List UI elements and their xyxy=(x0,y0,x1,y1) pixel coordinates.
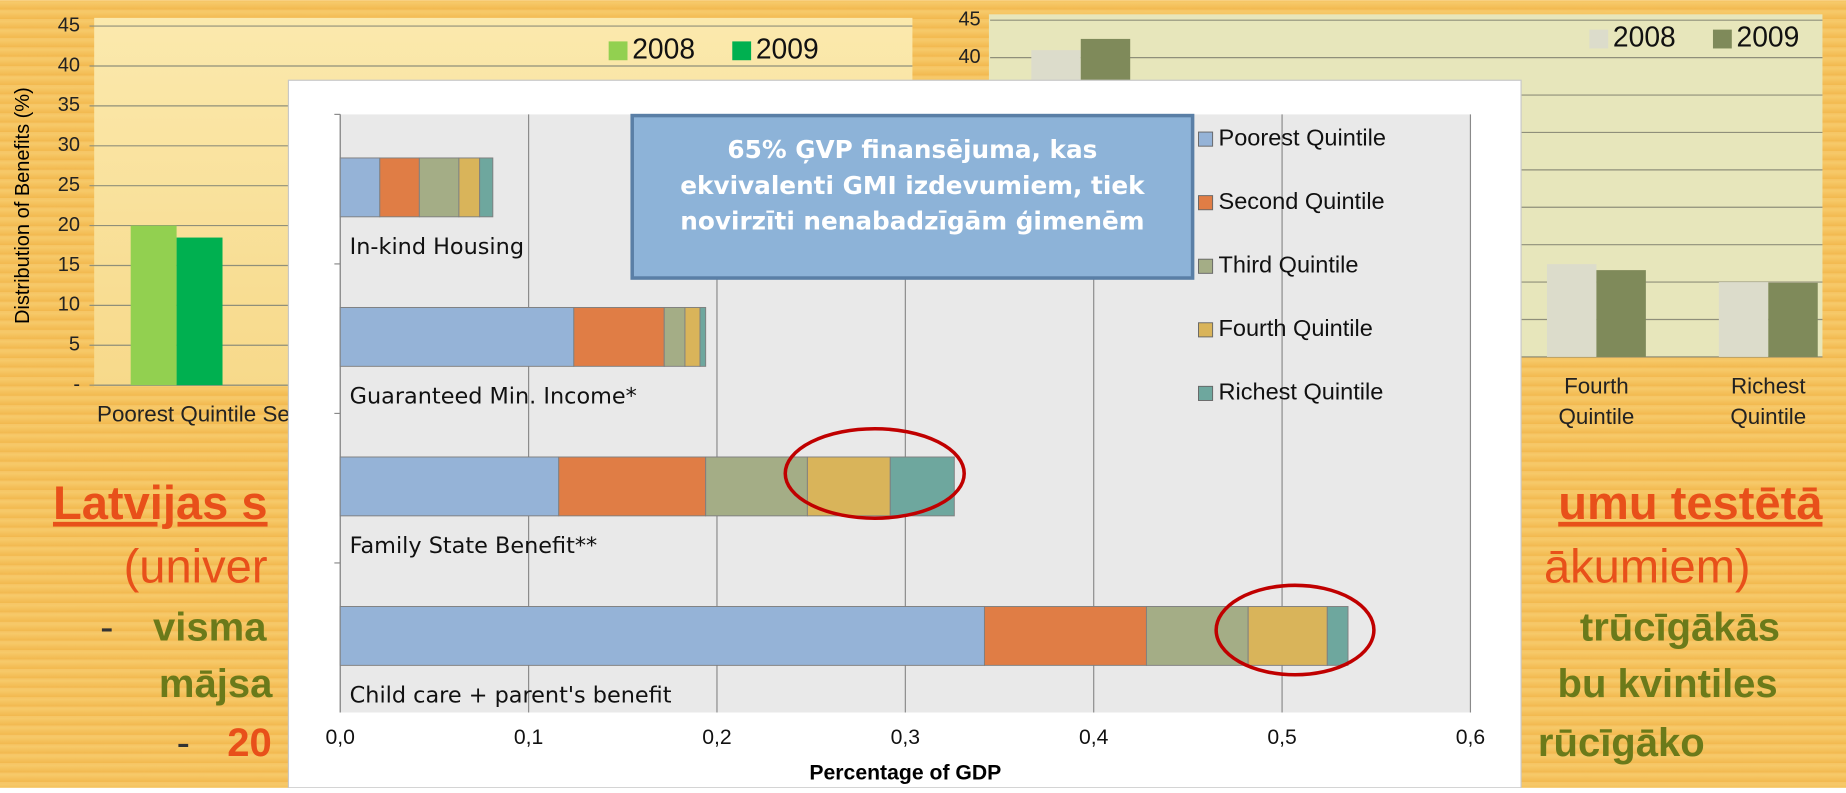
bar-segment xyxy=(889,456,955,517)
bar xyxy=(1596,270,1646,357)
slide-text: umu testētā xyxy=(1558,476,1823,529)
bar-segment xyxy=(663,306,686,367)
slide-text: trūcīgākās xyxy=(1580,606,1780,650)
bar-segment xyxy=(479,157,494,218)
legend-swatch xyxy=(1198,322,1214,338)
legend-label: 2008 xyxy=(632,32,695,64)
category-label: Family State Benefit** xyxy=(350,533,598,559)
y-tick-label: 25 xyxy=(58,174,80,196)
y-tick-label: 30 xyxy=(58,134,80,156)
x-tick-label: Fourth Quintile xyxy=(1559,373,1635,429)
bar-segment xyxy=(339,456,560,517)
bar xyxy=(1768,282,1818,357)
legend-label: Third Quintile xyxy=(1219,251,1359,277)
legend-label: Fourth Quintile xyxy=(1219,315,1373,341)
x-tick-label: 0,5 xyxy=(1267,726,1296,749)
legend-swatch xyxy=(1198,258,1214,274)
y-axis-label: Distribution of Benefits (%) xyxy=(12,87,34,324)
annotation-text: ekvivalenti GMI izdevumiem, tiek xyxy=(680,171,1145,200)
legend-swatch xyxy=(1198,131,1214,147)
bar xyxy=(1718,282,1769,357)
category-label: Child care + parent's benefit xyxy=(350,682,672,708)
annotation-text: novirzīti nenabadzīgām ģimenēm xyxy=(680,207,1144,236)
x-tick-label: 0,3 xyxy=(891,726,920,749)
y-tick-label: - xyxy=(73,373,80,395)
bar xyxy=(130,225,177,386)
bar-segment xyxy=(699,306,707,367)
x-axis-label: Percentage of GDP xyxy=(809,761,1001,784)
legend-label: 2009 xyxy=(756,32,819,64)
bar-segment xyxy=(339,306,575,367)
slide-text: ākumiem) xyxy=(1544,539,1751,592)
x-tick-label: 0,4 xyxy=(1079,726,1109,749)
category-label: In-kind Housing xyxy=(350,234,524,260)
bar xyxy=(1546,264,1597,357)
highlight-ellipse xyxy=(1214,583,1376,677)
legend-label: Poorest Quintile xyxy=(1219,124,1386,150)
y-tick-label: 40 xyxy=(958,46,980,68)
slide-text: - xyxy=(177,721,190,765)
annotation-text: 65% ĢVP finansējuma, kas xyxy=(727,135,1097,164)
bar-segment xyxy=(806,456,891,517)
category-label: Guaranteed Min. Income* xyxy=(350,383,637,409)
bar-segment xyxy=(339,606,985,666)
bar-segment xyxy=(418,157,460,218)
slide-text: bu kvintiles xyxy=(1558,662,1778,706)
bar-segment xyxy=(339,157,381,218)
x-tick-label: 0,2 xyxy=(702,726,731,749)
bar-segment xyxy=(1247,606,1328,666)
x-tick-label: Poorest Quintile xyxy=(97,402,256,427)
bar-segment xyxy=(379,157,420,218)
y-tick-label: 15 xyxy=(58,254,80,276)
bar-segment xyxy=(684,306,701,367)
legend-swatch xyxy=(1198,195,1214,211)
y-tick-label: 45 xyxy=(58,14,80,36)
legend-label: 2009 xyxy=(1737,21,1800,53)
highlight-ellipse xyxy=(783,426,966,520)
annotation-box xyxy=(630,113,1195,280)
slide-text: mājsa xyxy=(159,662,273,706)
slide-text: (univer xyxy=(124,539,268,592)
x-tick-label: Richest Quintile xyxy=(1730,373,1806,429)
legend-swatch xyxy=(1589,29,1609,49)
y-tick-label: 35 xyxy=(58,94,80,116)
bar-segment xyxy=(458,157,481,218)
bar-segment xyxy=(573,306,665,367)
bar-segment xyxy=(705,456,808,517)
y-tick-label: 45 xyxy=(958,8,980,30)
slide-text: - xyxy=(100,606,113,650)
y-tick-label: 5 xyxy=(69,334,80,356)
slide-text: Latvijas s xyxy=(53,476,268,529)
y-tick-label: 20 xyxy=(58,214,80,236)
x-tick-label: 0,1 xyxy=(514,726,543,749)
legend-swatch xyxy=(732,41,752,61)
legend-swatch xyxy=(1198,385,1214,401)
bar-segment xyxy=(983,606,1147,666)
legend-label: 2008 xyxy=(1613,21,1676,53)
bar xyxy=(176,237,223,386)
legend-label: Richest Quintile xyxy=(1219,379,1384,405)
y-tick-label: 10 xyxy=(58,294,80,316)
slide-text: visma xyxy=(153,606,267,650)
legend-swatch xyxy=(608,41,628,61)
legend-label: Second Quintile xyxy=(1219,188,1385,214)
legend-swatch xyxy=(1712,29,1732,49)
x-tick-label: 0,6 xyxy=(1456,726,1485,749)
bar-segment xyxy=(1326,606,1349,666)
slide-text: rūcīgāko xyxy=(1538,721,1705,765)
y-tick-label: 40 xyxy=(58,54,80,76)
bar-segment xyxy=(558,456,707,517)
x-tick-label: 0,0 xyxy=(326,726,355,749)
slide-text: 20 xyxy=(227,721,272,765)
